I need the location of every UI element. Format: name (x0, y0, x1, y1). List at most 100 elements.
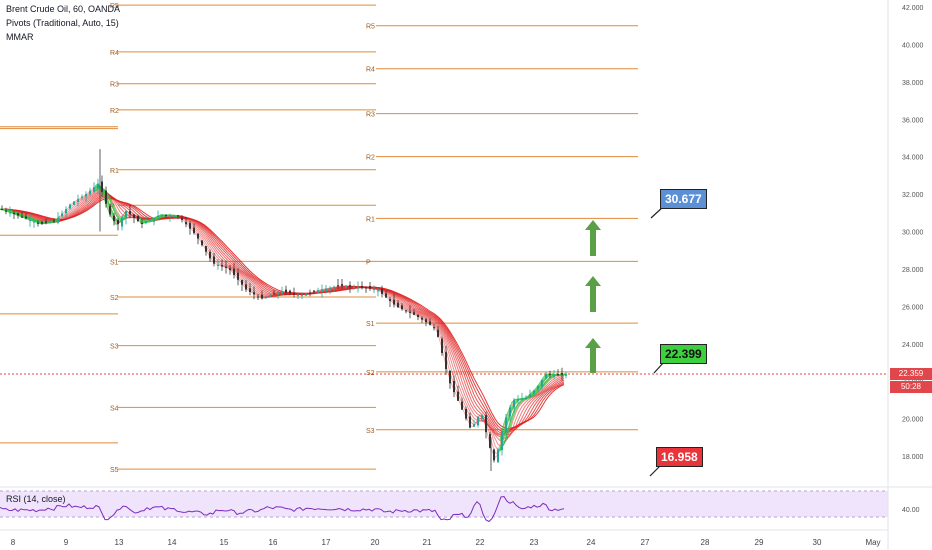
candle-body (505, 417, 507, 432)
candle-body (217, 265, 219, 267)
candle-body (37, 222, 39, 224)
candle-body (145, 221, 147, 223)
symbol-legend[interactable]: Brent Crude Oil, 60, OANDA (6, 4, 121, 14)
price-tick: 26.000 (902, 304, 924, 311)
candle-body (21, 216, 23, 218)
ma-line (0, 184, 565, 459)
mmar-legend[interactable]: MMAR (6, 32, 34, 42)
candle-body (269, 295, 271, 297)
pivots-legend[interactable]: Pivots (Traditional, Auto, 15) (6, 18, 119, 28)
candle-body (513, 399, 515, 408)
pivot-label: P (366, 259, 371, 266)
candle-body (321, 289, 323, 293)
candle-body (369, 286, 371, 289)
pivot-label: S1 (110, 259, 119, 266)
price-tick: 18.000 (902, 454, 924, 461)
candle-body (377, 290, 379, 292)
pivot-label: S2 (366, 370, 375, 377)
ma-line (0, 187, 565, 451)
candle-body (281, 291, 283, 294)
pivot-label: R5 (366, 24, 375, 31)
candle-body (241, 280, 243, 285)
candle-body (373, 289, 375, 291)
candle-body (393, 299, 395, 305)
pivot-label: S1 (366, 321, 375, 328)
candle-body (109, 206, 111, 215)
candle-body (45, 221, 47, 223)
candle-body (293, 293, 295, 295)
candle-body (333, 287, 335, 289)
candle-body (53, 220, 55, 222)
up-arrows (585, 205, 665, 477)
candle-body (325, 288, 327, 292)
upper-target-tag: 30.677 (660, 189, 707, 209)
candle-body (101, 181, 103, 192)
candle-body (169, 215, 171, 217)
pivot-label: S4 (110, 405, 119, 412)
candle-body (433, 327, 435, 329)
candle-body (221, 265, 223, 267)
candle-body (41, 222, 43, 224)
candle-body (409, 311, 411, 313)
candle-body (549, 373, 551, 375)
candle-body (185, 222, 187, 225)
time-tick: 23 (530, 538, 539, 547)
candle-body (461, 401, 463, 410)
pivot-label: S3 (366, 428, 375, 435)
candle-body (129, 211, 131, 215)
time-tick: 20 (371, 538, 380, 547)
time-tick: 15 (220, 538, 229, 547)
candle-body (125, 210, 127, 218)
time-tick: 22 (476, 538, 485, 547)
candle-body (417, 314, 419, 317)
price-tick: 38.000 (902, 80, 924, 87)
price-tick: 34.000 (902, 155, 924, 162)
candle-body (73, 201, 75, 205)
up-arrow-icon (585, 276, 601, 312)
candle-body (193, 227, 195, 234)
time-tick: 17 (322, 538, 331, 547)
candle-body (33, 221, 35, 223)
time-axis: 8 9 13 14 15 16 17 20 21 22 23 24 27 28 29 30 May (11, 538, 881, 547)
candlesticks (1, 149, 567, 471)
candle-body (493, 449, 495, 461)
candle-body (541, 379, 543, 387)
mid-target-tag: 22.399 (660, 344, 707, 364)
candle-body (249, 288, 251, 292)
candle-body (121, 217, 123, 227)
candle-body (561, 373, 563, 375)
candle-body (533, 390, 535, 394)
time-tick: 30 (813, 538, 822, 547)
tag-pointer (649, 465, 661, 477)
candle-body (89, 190, 91, 195)
candle-body (345, 286, 347, 288)
candle-body (357, 287, 359, 289)
candle-body (397, 302, 399, 308)
candle-body (525, 398, 527, 400)
candle-body (477, 416, 479, 426)
countdown-badge: 50:28 (890, 381, 932, 393)
candle-body (473, 424, 475, 427)
candle-body (305, 293, 307, 296)
candle-body (553, 375, 555, 377)
candle-body (517, 399, 519, 401)
candle-body (257, 296, 259, 298)
ma-line (0, 190, 565, 439)
candle-body (429, 321, 431, 325)
candle-body (197, 233, 199, 239)
candle-body (189, 223, 191, 229)
candle-body (521, 398, 523, 400)
candle-body (565, 373, 567, 376)
candle-body (297, 294, 299, 296)
candle-body (113, 215, 115, 221)
candle-body (97, 183, 99, 189)
rsi-legend[interactable]: RSI (14, close) (6, 494, 66, 504)
pivot-label: S3 (110, 344, 119, 351)
candle-body (133, 214, 135, 218)
price-tick: 32.000 (902, 192, 924, 199)
candle-body (49, 221, 51, 223)
time-tick: 16 (269, 538, 278, 547)
time-tick: 28 (701, 538, 710, 547)
candle-body (233, 268, 235, 275)
